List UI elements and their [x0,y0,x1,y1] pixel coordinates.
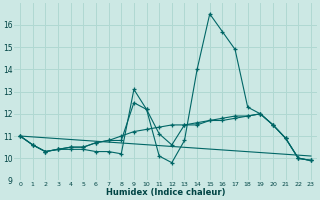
X-axis label: Humidex (Indice chaleur): Humidex (Indice chaleur) [106,188,225,197]
